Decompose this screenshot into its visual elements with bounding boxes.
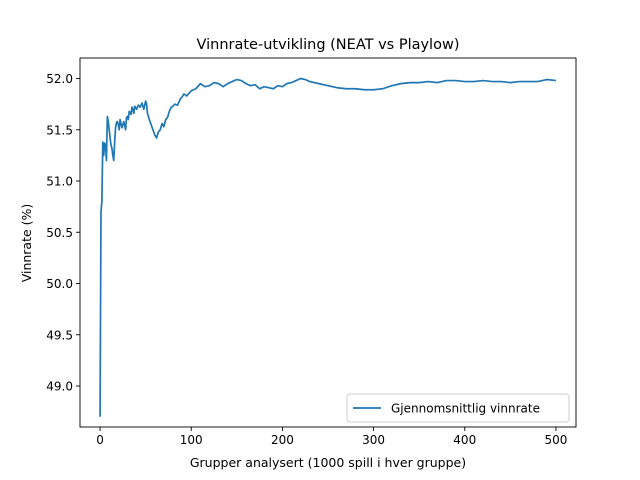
x-tick-label: 400 bbox=[453, 433, 476, 447]
y-tick-label: 50.5 bbox=[46, 226, 73, 240]
x-axis-label: Grupper analysert (1000 spill i hver gru… bbox=[190, 455, 466, 470]
plot-area: 0 100 200 300 400 500 49.0 49.5 50.0 50.5 51.0 51.5… bbox=[46, 57, 577, 447]
series-line-0 bbox=[99, 77, 557, 417]
x-tick-label: 300 bbox=[362, 433, 385, 447]
legend: Gjennomsnittlig vinnrate bbox=[346, 393, 570, 423]
x-tick-label: 500 bbox=[544, 433, 567, 447]
y-tick-label: 50.0 bbox=[46, 277, 73, 291]
chart-title: Vinnrate-utvikling (NEAT vs Playlow) bbox=[197, 37, 460, 53]
legend-box bbox=[346, 393, 570, 423]
y-axis-label: Vinnrate (%) bbox=[19, 204, 34, 283]
axes-frame bbox=[79, 57, 577, 428]
x-tick-label: 200 bbox=[271, 433, 294, 447]
y-tick-label: 49.5 bbox=[46, 328, 73, 342]
x-tick-label: 0 bbox=[96, 433, 104, 447]
y-tick-label: 51.5 bbox=[46, 123, 73, 137]
y-tick-label: 51.0 bbox=[46, 175, 73, 189]
y-tick-label: 52.0 bbox=[46, 72, 73, 86]
y-tick-label: 49.0 bbox=[46, 380, 73, 394]
legend-label: Gjennomsnittlig vinnrate bbox=[391, 402, 540, 416]
x-tick-label: 100 bbox=[180, 433, 203, 447]
